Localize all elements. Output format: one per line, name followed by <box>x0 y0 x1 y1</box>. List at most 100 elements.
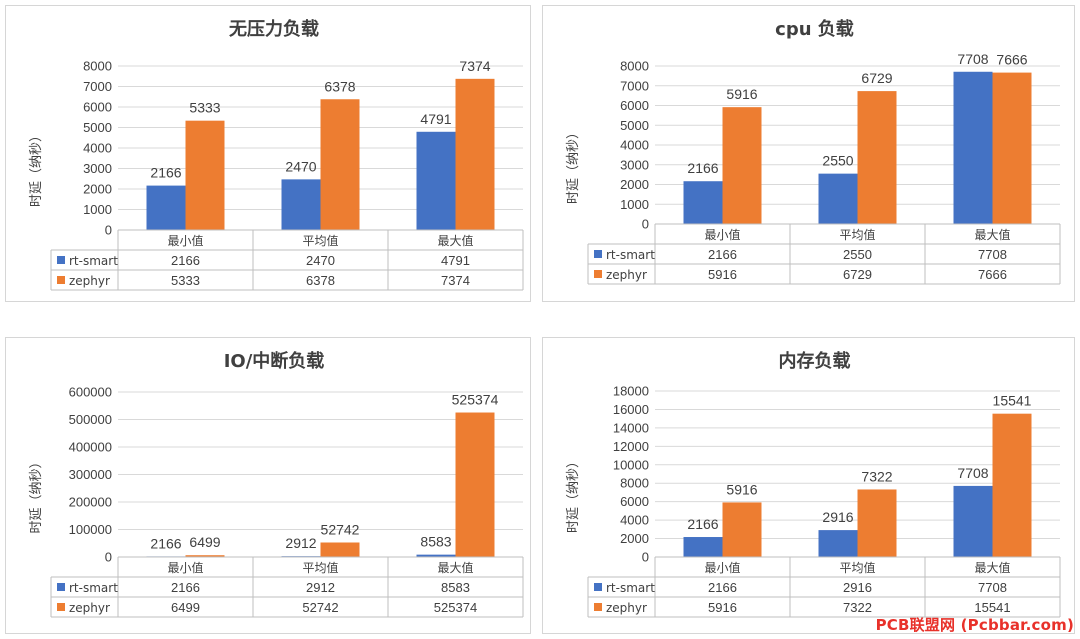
table-cell: 4791 <box>441 253 470 268</box>
table-cell: 2166 <box>171 580 200 595</box>
y-tick-label: 0 <box>642 217 649 232</box>
legend-label-rt-smart: rt-smart <box>606 248 655 262</box>
data-label-zephyr: 7666 <box>996 52 1027 68</box>
bar-zephyr <box>185 555 225 557</box>
bar-rt-smart <box>818 530 858 557</box>
y-tick-label: 6000 <box>620 98 649 113</box>
data-label-rt-smart: 2166 <box>687 516 718 532</box>
data-label-rt-smart: 7708 <box>957 465 988 481</box>
data-label-rt-smart: 2166 <box>150 165 181 181</box>
table-cell: 5333 <box>171 273 200 288</box>
y-axis-label: 时延（纳秒） <box>566 455 581 533</box>
data-label-zephyr: 6499 <box>189 534 220 550</box>
y-tick-label: 1000 <box>83 202 112 217</box>
category-label: 最小值 <box>167 233 203 248</box>
legend-label-rt-smart: rt-smart <box>69 254 118 268</box>
bar-zephyr <box>992 413 1032 557</box>
table-cell: 2470 <box>306 253 335 268</box>
data-label-rt-smart: 7708 <box>957 51 988 67</box>
bar-rt-smart <box>416 554 456 557</box>
data-label-rt-smart: 2166 <box>687 160 718 176</box>
bar-rt-smart <box>953 485 993 557</box>
y-tick-label: 16000 <box>613 402 649 417</box>
legend-label-rt-smart: rt-smart <box>606 581 655 595</box>
y-tick-label: 500000 <box>69 412 112 427</box>
y-tick-label: 8000 <box>620 476 649 491</box>
legend-swatch-zephyr <box>594 270 602 278</box>
data-label-zephyr: 7374 <box>459 58 490 74</box>
y-tick-label: 5000 <box>83 120 112 135</box>
category-label: 最大值 <box>974 560 1010 575</box>
y-axis-label: 时延（纳秒） <box>566 126 581 204</box>
legend-swatch-zephyr <box>594 603 602 611</box>
category-label: 平均值 <box>302 233 338 248</box>
table-cell: 2916 <box>843 580 872 595</box>
data-label-zephyr: 6729 <box>861 70 892 86</box>
data-label-zephyr: 6378 <box>324 78 355 94</box>
bar-zephyr <box>722 107 762 224</box>
chart-panel-memory-load: 内存负载 时延（纳秒） 0 2000 4000 6000 8000 10000 12000 140… <box>542 337 1075 634</box>
legend-label-rt-smart: rt-smart <box>69 581 118 595</box>
y-tick-label: 300000 <box>69 467 112 482</box>
chart-title: 内存负载 <box>779 350 851 372</box>
data-label-zephyr: 52742 <box>321 521 360 537</box>
table-cell: 7708 <box>978 247 1007 262</box>
table-cell: 2166 <box>708 580 737 595</box>
table-cell: 6499 <box>171 600 200 615</box>
chart-panel-io-irq-load: IO/中断负载 时延（纳秒） 0 100000 200000 300000 400000 50… <box>5 337 531 634</box>
legend-swatch-rt-smart <box>57 256 65 264</box>
y-tick-label: 8000 <box>83 59 112 74</box>
table-cell: 7708 <box>978 580 1007 595</box>
bar-zephyr <box>320 99 360 230</box>
table-cell: 6729 <box>843 267 872 282</box>
table-cell: 7374 <box>441 273 470 288</box>
y-tick-label: 2000 <box>83 182 112 197</box>
y-tick-label: 1000 <box>620 197 649 212</box>
category-label: 最大值 <box>974 227 1010 242</box>
bar-zephyr <box>185 120 225 230</box>
y-tick-label: 6000 <box>620 494 649 509</box>
category-label: 最小值 <box>167 560 203 575</box>
category-label: 最小值 <box>704 227 740 242</box>
category-label: 最小值 <box>704 560 740 575</box>
y-tick-label: 7000 <box>620 78 649 93</box>
table-cell: 2550 <box>843 247 872 262</box>
bar-zephyr <box>320 542 360 557</box>
table-cell: 8583 <box>441 580 470 595</box>
bar-zephyr <box>455 412 495 557</box>
y-tick-label: 3000 <box>83 161 112 176</box>
bar-zephyr <box>992 72 1032 224</box>
y-tick-label: 4000 <box>620 513 649 528</box>
table-cell: 5916 <box>708 600 737 615</box>
y-axis-label: 时延（纳秒） <box>29 455 44 533</box>
legend-label-zephyr: zephyr <box>606 601 647 615</box>
chart-panel-cpu-load: cpu 负载 时延（纳秒） 0 1000 2000 3000 4000 5000 6000 700… <box>542 5 1075 302</box>
legend-label-zephyr: zephyr <box>606 268 647 282</box>
bar-rt-smart <box>683 537 723 557</box>
data-label-rt-smart: 2550 <box>822 153 853 169</box>
table-cell: 15541 <box>974 600 1010 615</box>
data-label-rt-smart: 2166 <box>150 535 181 551</box>
bar-zephyr <box>857 91 897 224</box>
legend-label-zephyr: zephyr <box>69 274 110 288</box>
bar-rt-smart <box>146 185 186 230</box>
y-tick-label: 0 <box>105 223 112 238</box>
y-tick-label: 12000 <box>613 439 649 454</box>
bar-rt-smart <box>416 131 456 230</box>
data-label-rt-smart: 8583 <box>420 534 451 550</box>
y-tick-label: 0 <box>105 550 112 565</box>
bar-rt-smart <box>953 71 993 224</box>
chart-title: cpu 负载 <box>775 18 854 40</box>
y-tick-label: 3000 <box>620 157 649 172</box>
table-cell: 7666 <box>978 267 1007 282</box>
y-tick-label: 0 <box>642 550 649 565</box>
y-tick-label: 2000 <box>620 531 649 546</box>
data-label-zephyr: 5916 <box>726 481 757 497</box>
bar-zephyr <box>857 489 897 557</box>
y-tick-label: 100000 <box>69 522 112 537</box>
table-cell: 525374 <box>434 600 477 615</box>
y-tick-label: 18000 <box>613 384 649 399</box>
